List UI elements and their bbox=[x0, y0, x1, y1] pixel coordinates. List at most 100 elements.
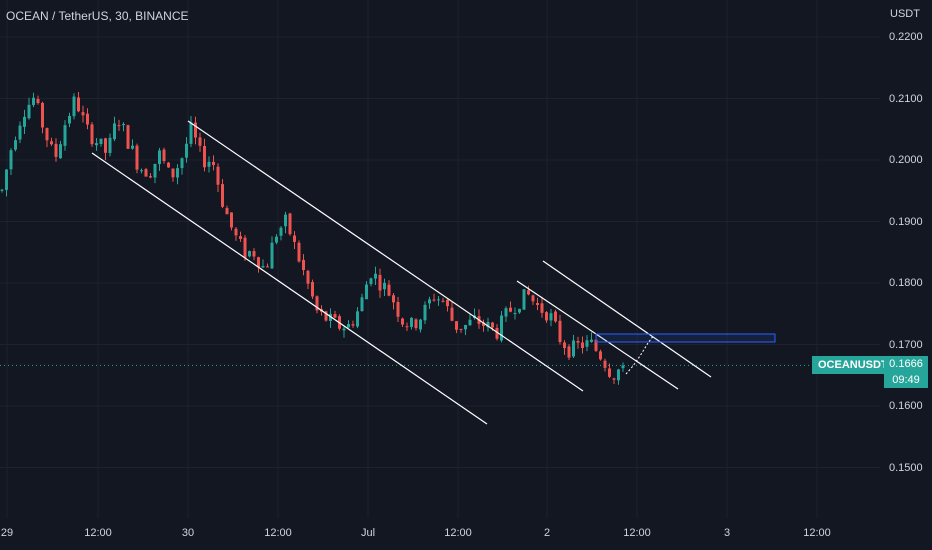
candle-body bbox=[135, 145, 139, 170]
candle-body bbox=[95, 143, 98, 146]
time-tick-label: 29 bbox=[0, 527, 14, 539]
candle-body bbox=[153, 163, 157, 178]
candle-body bbox=[410, 317, 413, 327]
candle-body bbox=[194, 122, 197, 138]
candle-body bbox=[504, 308, 508, 317]
resistance-zone bbox=[595, 333, 776, 343]
candle-body bbox=[581, 342, 584, 349]
price-tick-label: 0.1500 bbox=[889, 461, 923, 474]
candle-body bbox=[176, 168, 179, 178]
candle-body bbox=[567, 346, 571, 358]
candle-body bbox=[239, 236, 242, 239]
channel-upper-line bbox=[187, 120, 584, 392]
candle-body bbox=[329, 313, 332, 322]
candle-body bbox=[180, 158, 184, 169]
candle-body bbox=[144, 169, 148, 177]
candle-body bbox=[0, 189, 4, 191]
candle-body bbox=[482, 322, 485, 326]
time-tick-label: 12:00 bbox=[444, 527, 472, 539]
candle-body bbox=[198, 137, 202, 146]
drawing-tools bbox=[91, 120, 776, 425]
candle-body bbox=[428, 299, 431, 304]
candle-body bbox=[149, 176, 152, 178]
candle-body bbox=[162, 149, 166, 162]
candle-body bbox=[257, 257, 260, 268]
candle-body bbox=[221, 184, 224, 207]
candle-body bbox=[315, 296, 319, 311]
candle-body bbox=[441, 300, 445, 302]
candle-body bbox=[509, 307, 512, 312]
candle-body bbox=[117, 125, 121, 127]
candle-body bbox=[324, 311, 328, 321]
candle-body bbox=[45, 128, 49, 141]
candle-body bbox=[549, 313, 553, 321]
candle-body bbox=[563, 342, 566, 349]
candle-body bbox=[437, 299, 440, 301]
candle-body bbox=[455, 321, 458, 330]
candle-body bbox=[9, 150, 13, 170]
candle-body bbox=[275, 236, 278, 243]
candle-body bbox=[266, 266, 269, 268]
candle-body bbox=[50, 141, 53, 145]
candle-body bbox=[167, 162, 170, 168]
candle-body bbox=[99, 138, 103, 144]
candle-body bbox=[594, 339, 598, 351]
symbol-label: OCEANUSDT bbox=[812, 356, 894, 374]
candle-body bbox=[284, 214, 287, 227]
candle-body bbox=[621, 365, 625, 369]
candle-body bbox=[279, 227, 283, 236]
candle-body bbox=[558, 320, 562, 343]
projection-path bbox=[625, 334, 655, 375]
candle-body bbox=[378, 274, 382, 291]
price-tick-label: 0.2200 bbox=[889, 31, 923, 43]
candle-body bbox=[189, 122, 193, 144]
candle-body bbox=[617, 369, 620, 381]
time-tick-label: 2 bbox=[543, 527, 551, 539]
bar-countdown: 09:49 bbox=[892, 374, 920, 386]
candle-body bbox=[234, 228, 238, 236]
candle-body bbox=[342, 328, 346, 331]
candle-body bbox=[459, 328, 463, 330]
candle-body bbox=[225, 207, 229, 215]
candle-body bbox=[369, 278, 373, 285]
candle-body bbox=[576, 341, 580, 343]
candle-body bbox=[248, 251, 251, 257]
candle-body bbox=[405, 326, 409, 328]
time-tick-label: 12:00 bbox=[84, 527, 112, 539]
candle-body bbox=[491, 322, 494, 328]
candle-body bbox=[590, 339, 593, 342]
price-tick-label: 0.2000 bbox=[889, 154, 923, 166]
price-tick-label: 0.2100 bbox=[889, 92, 923, 105]
candle-body bbox=[113, 123, 116, 140]
price-tick-label: 0.1600 bbox=[889, 400, 923, 412]
candle-body bbox=[396, 301, 400, 317]
candle-body bbox=[572, 340, 575, 357]
channel-lower-line bbox=[91, 152, 488, 425]
candle-body bbox=[495, 327, 499, 339]
candle-body bbox=[356, 311, 359, 327]
time-tick-label: 12:00 bbox=[623, 527, 651, 539]
candle-body bbox=[360, 297, 364, 312]
candle-body bbox=[18, 125, 22, 140]
candle-body bbox=[432, 299, 436, 301]
candle-body bbox=[383, 282, 386, 290]
candle-body bbox=[81, 112, 85, 116]
candle-body bbox=[450, 307, 454, 321]
candle-body bbox=[540, 303, 544, 313]
candle-body bbox=[392, 295, 395, 303]
candle-body bbox=[302, 259, 305, 271]
candle-body bbox=[108, 137, 112, 153]
candle-body bbox=[311, 282, 314, 297]
time-tick-label: 12:00 bbox=[803, 527, 831, 539]
time-tick-label: Jul bbox=[360, 527, 376, 539]
candle-body bbox=[207, 161, 211, 167]
candle-body bbox=[608, 368, 611, 377]
candle-body bbox=[527, 290, 530, 295]
candle-body bbox=[486, 322, 490, 328]
candle-body bbox=[36, 98, 40, 104]
candle-body bbox=[140, 170, 143, 172]
candle-body bbox=[554, 311, 557, 322]
candle-body bbox=[297, 242, 301, 262]
candle-body bbox=[365, 284, 368, 300]
